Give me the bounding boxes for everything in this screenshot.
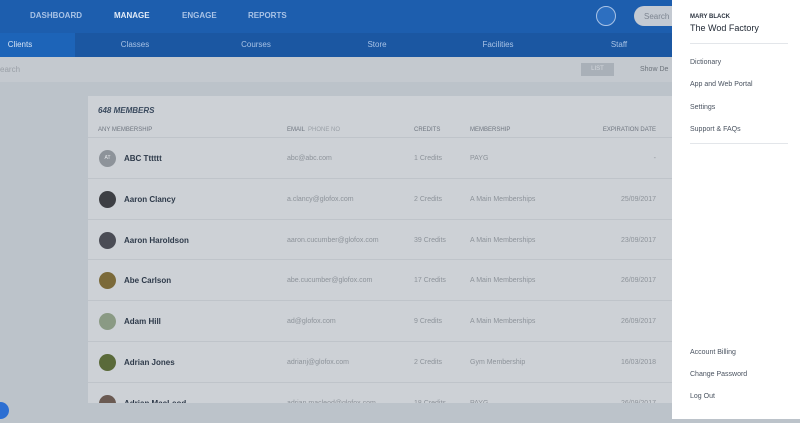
avatar [99,272,116,290]
tab[interactable]: Courses [241,40,271,49]
tab[interactable]: Staff [610,40,628,49]
member-name: Aaron Haroldson [124,235,189,245]
email: abe.cucumber@glofox.com [287,277,373,285]
member-name: ABC Tttttt [124,154,162,163]
header: PHONE NO [308,127,341,133]
avatar [99,231,116,249]
credits: 39 Credits [414,236,446,244]
member-name: Abe Carlson [124,276,172,286]
divider [690,43,788,44]
membership: A Main Memberships [470,277,536,285]
membership: Gym Membership [470,359,526,366]
menu-item[interactable]: Support & FAQs [690,125,741,133]
show-details[interactable]: Show De [640,66,669,73]
expiration: 23/09/2017 [620,236,656,244]
members-card: 648 MEMBERS ANY MEMBERSHIP EMAIL PHONE N… [88,96,672,419]
credits: 2 Credits [414,195,443,203]
nav-item[interactable]: ENGAGE [182,11,217,20]
avatar [99,313,116,331]
help-button[interactable] [0,402,9,419]
membership: PAYG [470,155,489,162]
credits: 17 Credits [414,277,446,285]
nav-item[interactable]: REPORTS [248,11,287,20]
credits: 2 Credits [414,359,443,366]
header: CREDITS [414,127,441,133]
studio-name: The Wod Factory [690,23,759,33]
membership: A Main Memberships [470,318,536,326]
bottom-strip [0,403,672,419]
member-row[interactable]: Adam Hill ad@glofox.com 9 Credits A Main Me… [88,300,672,341]
email: adrianj@glofox.com [287,359,349,366]
list-button[interactable]: LIST [581,63,614,76]
membership: A Main Memberships [470,236,536,244]
tab[interactable]: Classes [120,40,150,49]
footer-item[interactable]: Account Billing [690,349,736,356]
member-name: Adrian Jones [124,358,175,367]
email: aaron.cucumber@glofox.com [287,236,379,244]
expiration: 25/09/2017 [620,195,656,203]
membership: A Main Memberships [470,195,536,203]
member-row[interactable]: AT ABC Tttttt abc@abc.com 1 Credits PAYG - [88,137,672,178]
expiration: 26/09/2017 [620,318,656,326]
tab[interactable]: Clients [0,33,75,57]
menu-item[interactable]: Dictionary [690,59,722,66]
footer-item[interactable]: Log Out [690,393,715,400]
avatar [99,190,116,208]
header: MEMBERSHIP [470,127,511,133]
email: abc@abc.com [287,155,332,162]
expiration: 16/03/2018 [620,359,656,366]
member-row[interactable]: Aaron Haroldson aaron.cucumber@glofox.com… [88,218,672,260]
expiration: - [653,155,656,162]
search-box[interactable]: Search [634,6,684,26]
top-nav: DASHBOARD MANAGE ENGAGE REPORTS Search [0,0,684,33]
header: EXPIRATION DATE [602,127,656,133]
chat-icon[interactable] [596,6,616,26]
side-panel: MARY BLACK The Wod Factory Dictionary App… [672,0,800,419]
menu-item[interactable]: Settings [690,103,716,111]
header: EMAIL [287,127,306,133]
credits: 1 Credits [414,155,443,162]
member-row[interactable]: Abe Carlson abe.cucumber@glofox.com 17 Cre… [88,259,672,300]
tab-bar: Clients Classes Courses Store Facilities Staf… [0,33,672,57]
menu-item[interactable]: App and Web Portal [690,81,753,89]
members-title: 648 MEMBERS [98,106,155,115]
nav-item[interactable]: DASHBOARD [30,11,82,20]
member-name: Adam Hill [124,317,161,327]
toolbar: earch LIST Show De [0,57,672,82]
avatar: AT [99,150,116,167]
divider [690,143,788,144]
footer-item[interactable]: Change Password [690,371,748,378]
header: ANY MEMBERSHIP [98,127,153,133]
member-row[interactable]: Aaron Clancy a.clancy@glofox.com 2 Credits… [88,177,672,219]
user-name: MARY BLACK [690,14,730,20]
nav-item[interactable]: MANAGE [114,11,150,20]
email: ad@glofox.com [287,318,336,326]
tab[interactable]: Facilities [482,40,514,49]
member-row[interactable]: Adrian Jones adrianj@glofox.com 2 Credits G… [88,341,672,382]
credits: 9 Credits [414,318,443,326]
search-input[interactable]: earch [0,65,21,74]
email: a.clancy@glofox.com [287,195,354,203]
avatar [99,354,116,371]
member-name: Aaron Clancy [124,194,176,204]
expiration: 26/09/2017 [620,277,656,285]
tab[interactable]: Store [367,40,387,49]
